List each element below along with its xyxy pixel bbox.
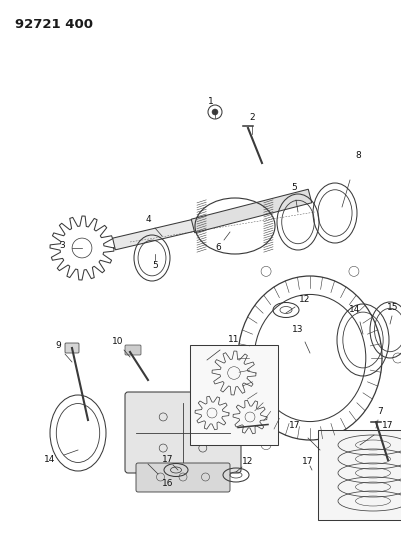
FancyBboxPatch shape [190, 345, 278, 445]
Text: 17: 17 [289, 421, 301, 430]
Text: 13: 13 [292, 326, 304, 335]
FancyBboxPatch shape [136, 463, 230, 492]
Text: 92721 400: 92721 400 [15, 18, 93, 31]
Text: 5: 5 [291, 183, 297, 192]
Text: 10: 10 [112, 337, 124, 346]
Text: 14: 14 [45, 456, 56, 464]
Text: 17: 17 [382, 421, 394, 430]
Text: 15: 15 [387, 303, 399, 312]
Text: 12: 12 [299, 295, 311, 304]
Text: 8: 8 [355, 150, 361, 159]
Text: 7: 7 [377, 408, 383, 416]
FancyBboxPatch shape [125, 345, 141, 355]
FancyBboxPatch shape [318, 430, 401, 520]
Text: 17: 17 [302, 457, 314, 466]
Text: 4: 4 [145, 215, 151, 224]
Text: 17: 17 [162, 456, 174, 464]
FancyBboxPatch shape [65, 343, 79, 353]
Text: 11: 11 [228, 335, 240, 344]
Circle shape [212, 109, 218, 115]
Text: 6: 6 [215, 244, 221, 253]
Polygon shape [113, 219, 196, 250]
Text: 16: 16 [162, 480, 174, 489]
FancyBboxPatch shape [125, 392, 241, 473]
Polygon shape [191, 189, 312, 233]
Text: 5: 5 [152, 261, 158, 270]
Text: 3: 3 [59, 241, 65, 251]
Text: 1: 1 [208, 98, 214, 107]
Text: 2: 2 [249, 114, 255, 123]
Text: 9: 9 [55, 341, 61, 350]
Text: 12: 12 [242, 457, 254, 466]
Text: 14: 14 [349, 305, 360, 314]
